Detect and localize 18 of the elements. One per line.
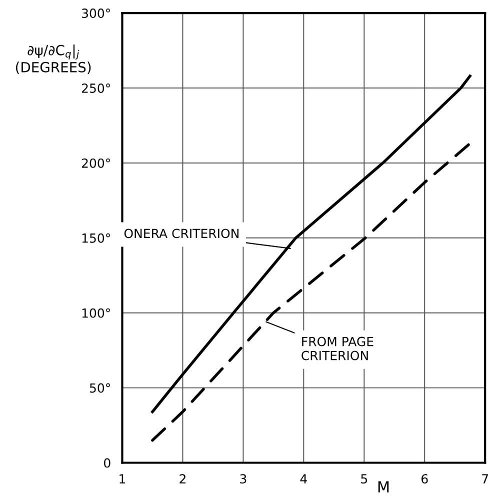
- x-tick-label: 5: [361, 474, 368, 484]
- y-tick-label: 100°: [82, 308, 110, 318]
- x-axis-title: M: [378, 481, 389, 492]
- y-tick-label: 300°: [82, 8, 110, 18]
- x-tick-label: 7: [482, 474, 488, 484]
- x-tick-label: 1: [120, 474, 126, 484]
- x-tick-label: 2: [180, 474, 186, 484]
- y-tick-label: 150°: [82, 233, 110, 243]
- y-tick-label: 50°: [90, 383, 110, 393]
- annotation: FROM PAGE CRITERION: [302, 336, 374, 360]
- y-tick-label: 200°: [82, 158, 110, 168]
- y-axis-title: ∂ψ/∂C$_{q}$|$_{j}$ (DEGREES): [16, 44, 91, 74]
- x-tick-label: 6: [422, 474, 428, 484]
- annotation: ONERA CRITERION: [124, 228, 238, 238]
- y-tick-label: 0: [104, 458, 110, 468]
- y-tick-label: 250°: [82, 83, 110, 93]
- x-tick-label: 4: [300, 474, 307, 484]
- x-tick-label: 3: [240, 474, 246, 484]
